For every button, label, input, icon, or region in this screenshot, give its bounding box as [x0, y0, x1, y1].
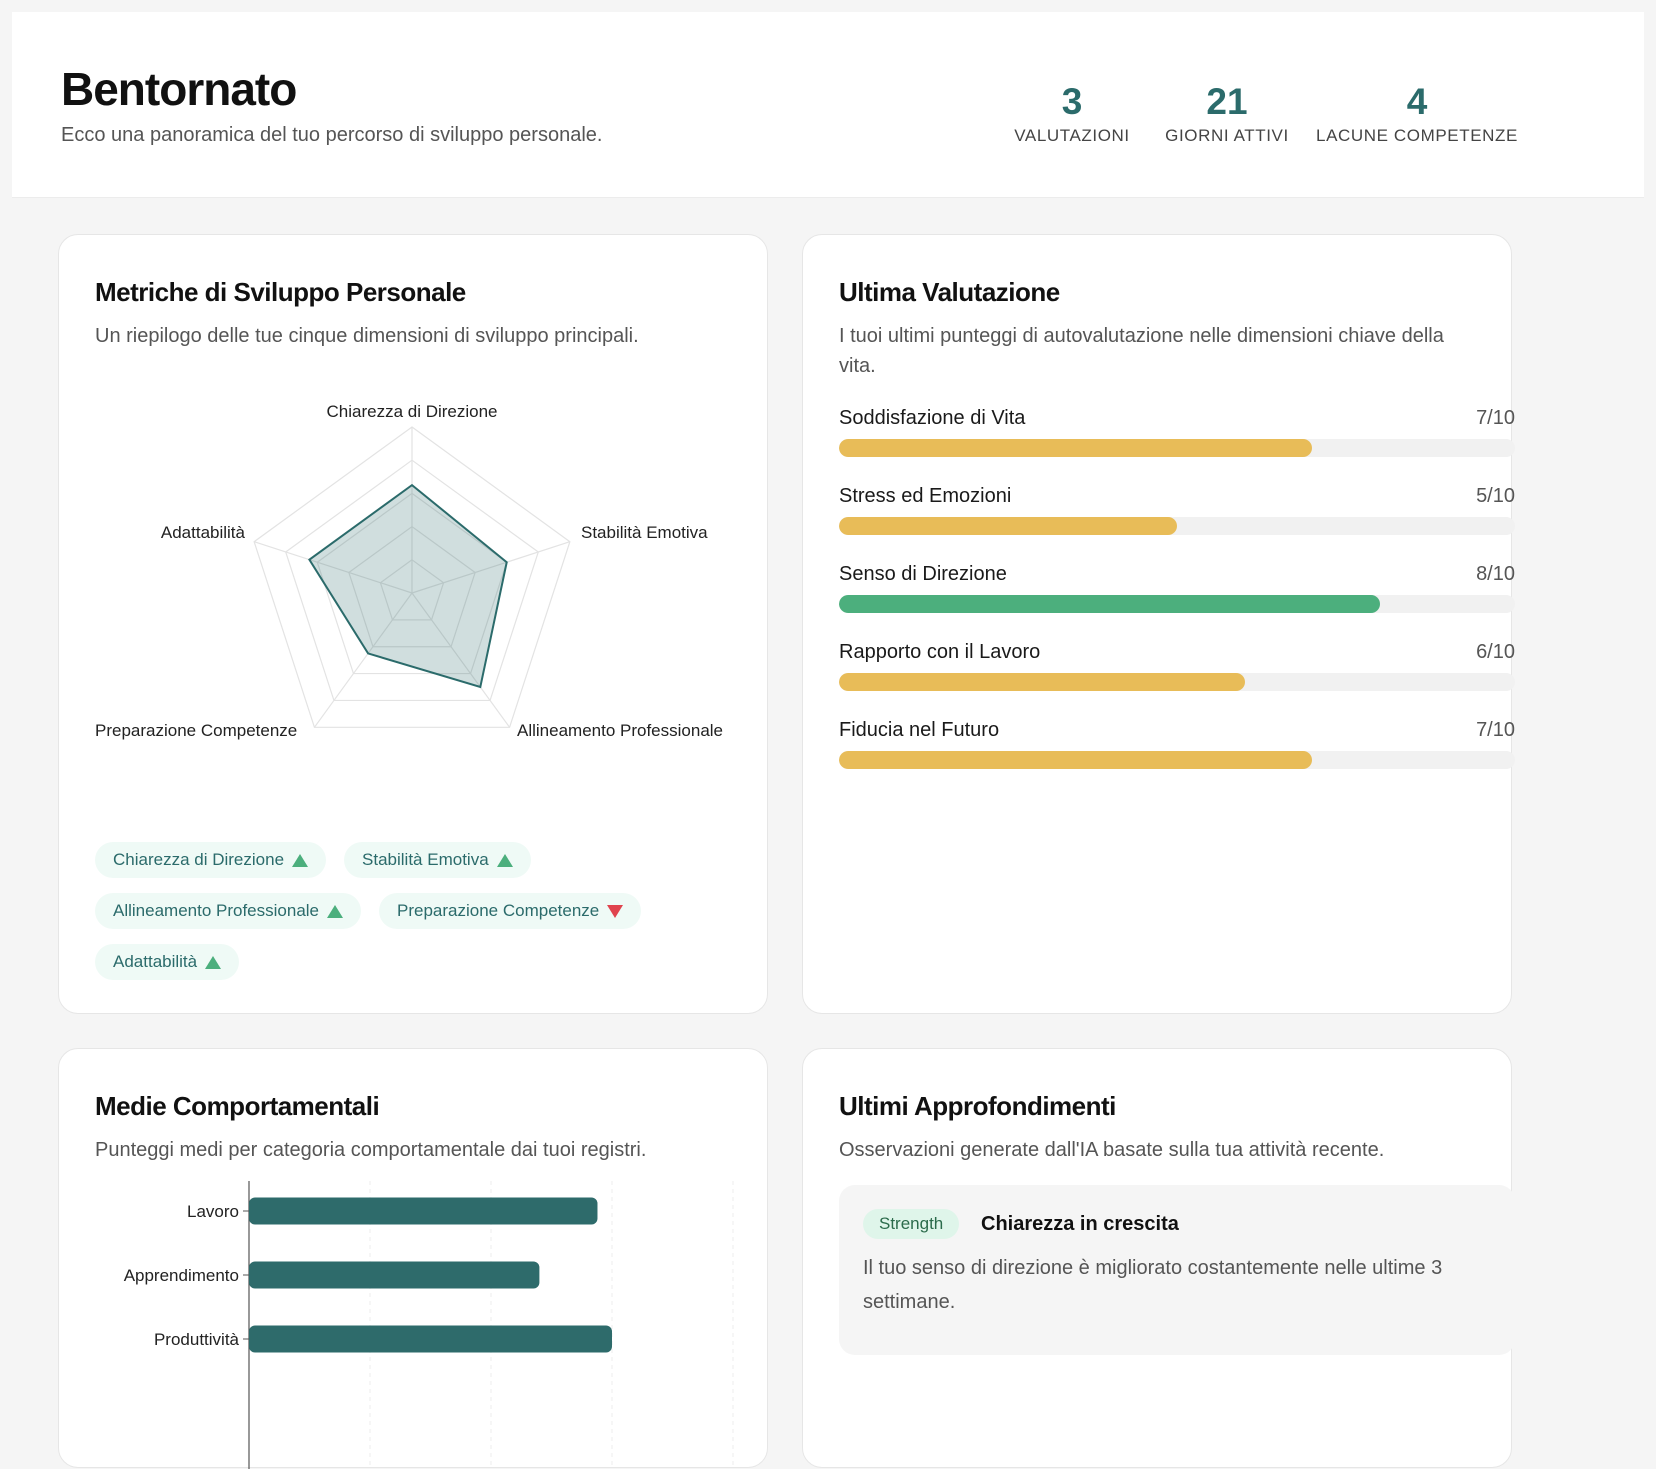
insight-item[interactable]: Strength Chiarezza in crescita Il tuo se…	[839, 1185, 1515, 1355]
score-value: 8/10	[1476, 563, 1515, 585]
trend-up-icon	[292, 853, 309, 867]
bar-mark	[249, 1261, 540, 1289]
dashboard-header: Bentornato Ecco una panoramica del tuo p…	[12, 12, 1644, 198]
chip-label: Chiarezza di Direzione	[113, 850, 285, 869]
radar-axis-spoke	[253, 541, 413, 594]
metric-chip[interactable]: Chiarezza di Direzione	[95, 842, 327, 878]
score-value: 5/10	[1476, 485, 1515, 507]
score-bar-track	[839, 517, 1515, 535]
page-title: Bentornato	[61, 63, 297, 115]
score-list: Soddisfazione di Vita 7/10 Stress ed Emo…	[839, 407, 1515, 797]
insight-title: Chiarezza in crescita	[981, 1213, 1179, 1235]
bar-category-label: Apprendimento	[124, 1266, 239, 1285]
chip-row: Allineamento Professionale Preparazione …	[95, 893, 642, 929]
assessment-card: Ultima Valutazione I tuoi ultimi puntegg…	[802, 234, 1515, 1014]
stat-label: LACUNE COMPETENZE	[1316, 126, 1518, 146]
card-title: Medie Comportamentali	[95, 1091, 380, 1121]
chip-label: Stabilità Emotiva	[362, 850, 489, 869]
score-item: Senso di Direzione 8/10	[839, 563, 1515, 641]
behavior-bar-chart: Lavoro Apprendimento Produttività	[124, 1181, 734, 1469]
chip-row: Adattabilità	[95, 944, 240, 980]
score-bar-track	[839, 439, 1515, 457]
score-label: Soddisfazione di Vita	[839, 407, 1026, 429]
card-title: Metriche di Sviluppo Personale	[95, 277, 466, 307]
stat-giorni-attivi: 21 GIORNI ATTIVI	[1152, 80, 1302, 146]
card-title: Ultimi Approfondimenti	[839, 1091, 1116, 1121]
behavior-card: Medie Comportamentali Punteggi medi per …	[58, 1048, 768, 1469]
chip-row: Chiarezza di Direzione Stabilità Emotiva	[95, 842, 531, 878]
card-title: Ultima Valutazione	[839, 277, 1060, 307]
bar-mark	[249, 1197, 598, 1225]
trend-up-icon	[327, 904, 344, 918]
radar-axis-label: Allineamento Professionale	[517, 721, 723, 740]
radar-axis-label: Stabilità Emotiva	[581, 523, 708, 542]
metrics-card: Metriche di Sviluppo Personale Un riepil…	[58, 234, 768, 1014]
score-bar-fill	[839, 517, 1177, 535]
chip-label: Preparazione Competenze	[397, 901, 600, 920]
score-item: Soddisfazione di Vita 7/10	[839, 407, 1515, 485]
metric-chip[interactable]: Allineamento Professionale	[95, 893, 362, 929]
score-bar-fill	[839, 751, 1313, 769]
chip-label: Allineamento Professionale	[113, 901, 320, 920]
page-subtitle: Ecco una panoramica del tuo percorso di …	[61, 124, 603, 146]
radar-grid-ring	[284, 459, 540, 702]
score-bar-fill	[839, 595, 1380, 613]
card-subtitle: I tuoi ultimi punteggi di autovalutazion…	[839, 325, 1444, 377]
insight-tag-badge: Strength	[863, 1209, 960, 1239]
stat-value: 3	[1061, 81, 1083, 122]
stat-value: 4	[1406, 81, 1428, 122]
radar-grid-ring	[316, 492, 508, 675]
score-label: Stress ed Emozioni	[839, 485, 1012, 507]
insights-card: Ultimi Approfondimenti Osservazioni gene…	[802, 1048, 1515, 1468]
stat-value: 21	[1206, 81, 1248, 122]
radar-grid-ring	[253, 426, 571, 728]
score-value: 7/10	[1476, 407, 1515, 429]
score-bar-fill	[839, 673, 1245, 691]
insight-text: Il tuo senso di direzione è migliorato c…	[863, 1257, 1443, 1313]
score-bar-track	[839, 751, 1515, 769]
score-value: 6/10	[1476, 641, 1515, 663]
radar-grid-ring	[379, 559, 445, 621]
radar-axis-label: Chiarezza di Direzione	[326, 402, 497, 421]
radar-grid-ring	[348, 525, 476, 648]
bar-category-label: Lavoro	[187, 1202, 239, 1221]
score-item: Fiducia nel Futuro 7/10	[839, 719, 1515, 797]
card-subtitle: Un riepilogo delle tue cinque dimensioni…	[95, 325, 639, 347]
score-bar-fill	[839, 439, 1313, 457]
radar-axis-spoke	[313, 592, 413, 728]
trend-up-icon	[496, 853, 513, 867]
metric-chip[interactable]: Adattabilità	[95, 944, 240, 980]
radar-series-area	[308, 483, 508, 689]
score-label: Fiducia nel Futuro	[839, 719, 1000, 741]
stat-valutazioni: 3 VALUTAZIONI	[1002, 80, 1142, 146]
metric-chip[interactable]: Preparazione Competenze	[379, 893, 642, 929]
bar-category-label: Produttività	[154, 1330, 240, 1349]
score-item: Rapporto con il Lavoro 6/10	[839, 641, 1515, 719]
bar-mark	[249, 1325, 612, 1353]
score-value: 7/10	[1476, 719, 1515, 741]
radar-axis-spoke	[411, 592, 511, 728]
chip-label: Adattabilità	[113, 952, 198, 971]
score-bar-track	[839, 673, 1515, 691]
trend-up-icon	[205, 955, 222, 969]
metric-chip[interactable]: Stabilità Emotiva	[344, 842, 531, 878]
radar-axis-label: Preparazione Competenze	[95, 721, 297, 740]
score-label: Rapporto con il Lavoro	[839, 641, 1041, 663]
radar-chart: Chiarezza di Direzione Stabilità Emotiva…	[95, 402, 723, 740]
radar-axis-spoke	[411, 541, 571, 594]
score-label: Senso di Direzione	[839, 563, 1007, 585]
score-bar-track	[839, 595, 1515, 613]
score-item: Stress ed Emozioni 5/10	[839, 485, 1515, 563]
card-subtitle: Punteggi medi per categoria comportament…	[95, 1139, 647, 1161]
card-subtitle: Osservazioni generate dall'IA basate sul…	[839, 1139, 1385, 1161]
stat-label: GIORNI ATTIVI	[1165, 126, 1289, 146]
stat-lacune-competenze: 4 LACUNE COMPETENZE	[1312, 80, 1522, 146]
radar-axis-label: Adattabilità	[161, 523, 246, 542]
stat-label: VALUTAZIONI	[1014, 126, 1130, 146]
trend-down-icon	[607, 904, 624, 918]
